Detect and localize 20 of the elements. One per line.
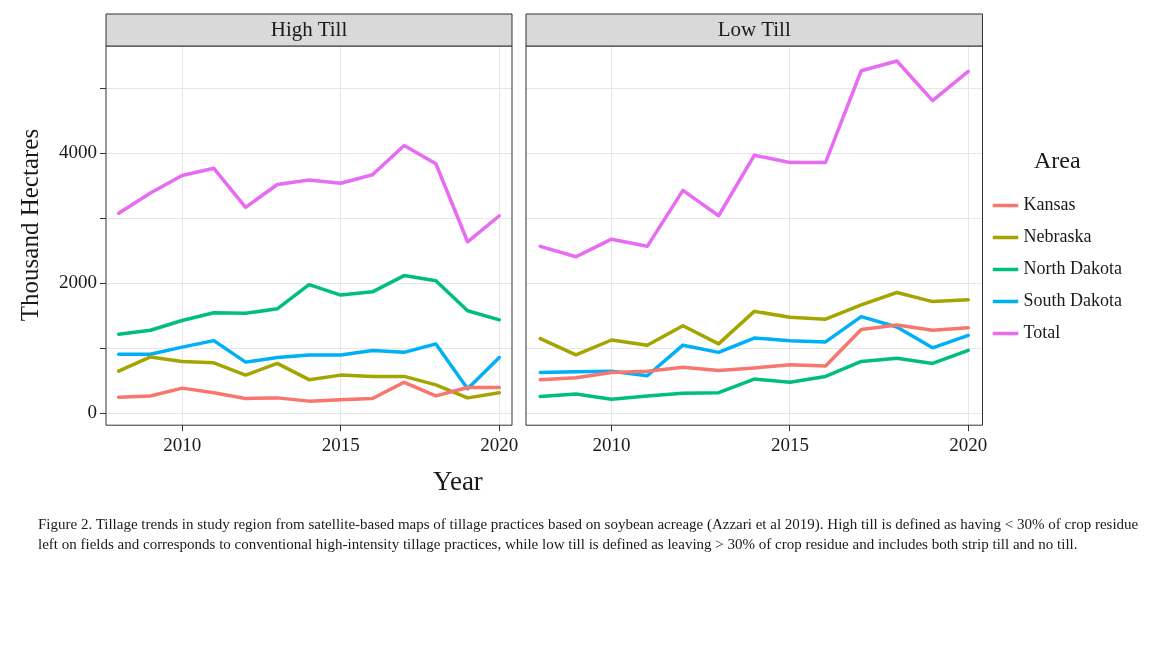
legend-label: Total — [1023, 322, 1061, 343]
y-axis-title: Thousand Hectares — [16, 128, 44, 322]
legend-label: Nebraska — [1023, 226, 1092, 247]
x-tick-label: 2020 — [949, 433, 988, 455]
x-axis-title: Year — [432, 466, 484, 497]
x-tick-label: 2015 — [321, 433, 360, 455]
y-tick-label: 2000 — [59, 271, 97, 293]
y-tick-label: 0 — [87, 401, 97, 423]
legend-title: Area — [1033, 146, 1081, 173]
x-tick-label: 2010 — [592, 433, 631, 455]
x-tick-label: 2020 — [480, 433, 519, 455]
caption: Figure 2. Tillage trends in study region from satellite-based maps of tillage practices based on soybean acreage (Azzari et al 2019). High till is defined as having < 30% of crop residue left on fields and corresponds to conventional high-intensity tillage practices, while low till is defined as leaving > 30% of crop residue and includes both strip till and no till. — [38, 515, 1140, 554]
chart-title: Low Till — [717, 16, 791, 41]
x-tick-label: 2015 — [770, 433, 809, 455]
legend-label: Kansas — [1023, 194, 1076, 215]
y-tick-label: 4000 — [59, 141, 97, 163]
chart-title: High Till — [270, 16, 348, 41]
legend-label: North Dakota — [1023, 258, 1122, 279]
legend-label: South Dakota — [1023, 290, 1123, 311]
x-tick-label: 2010 — [163, 433, 202, 455]
